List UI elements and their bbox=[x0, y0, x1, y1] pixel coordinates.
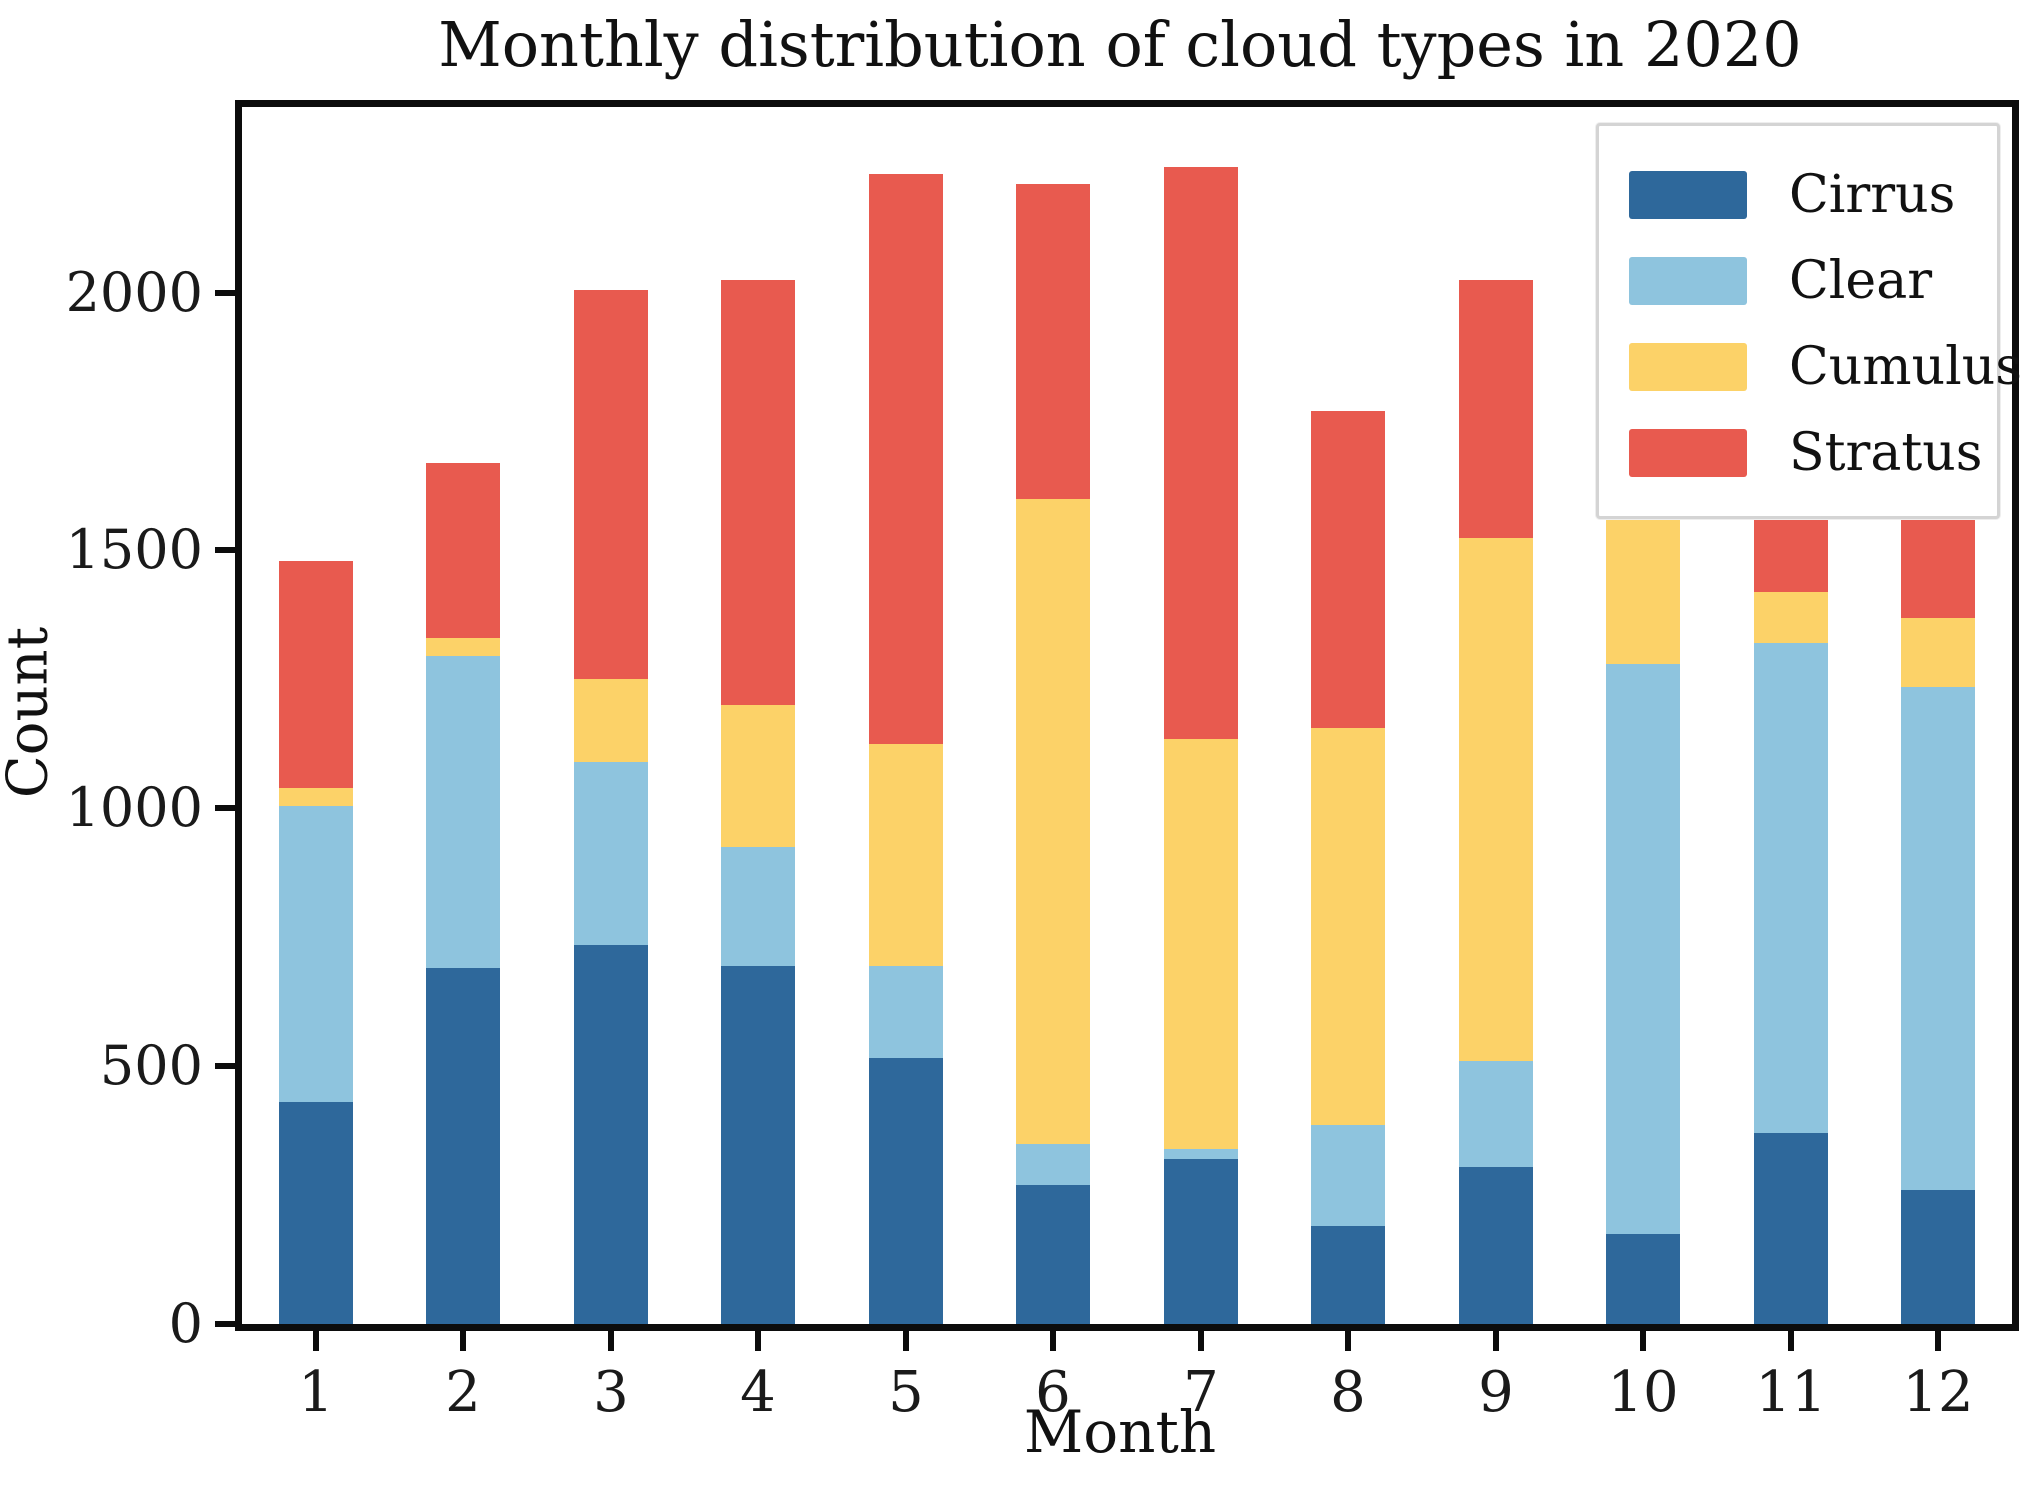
bar-m6-cumulus-segment bbox=[1016, 499, 1090, 1144]
bar-m8-cumulus-segment bbox=[1311, 728, 1385, 1125]
x-axis-label: Month bbox=[1023, 1398, 1217, 1466]
x-tick-mark-4 bbox=[755, 1331, 761, 1351]
bar-m11-cirrus-segment bbox=[1754, 1133, 1828, 1324]
bar-m5-cirrus-segment bbox=[869, 1058, 943, 1324]
x-tick-mark-8 bbox=[1345, 1331, 1351, 1351]
x-tick-mark-5 bbox=[903, 1331, 909, 1351]
bar-m3-cumulus-segment bbox=[574, 679, 648, 762]
bar-m1-cirrus-segment bbox=[279, 1102, 353, 1324]
y-tick-label-2000: 2000 bbox=[65, 261, 203, 324]
bar-m7-cirrus-segment bbox=[1164, 1159, 1238, 1324]
bar-m11-cumulus-segment bbox=[1754, 591, 1828, 643]
chart-title: Monthly distribution of cloud types in 2… bbox=[438, 8, 1802, 81]
x-tick-mark-3 bbox=[608, 1331, 614, 1351]
bar-m1-stratus-segment bbox=[279, 561, 353, 788]
plot-area: Cirrus Clear Cumulus Stratus bbox=[235, 100, 2022, 1331]
bar-m4-clear-segment bbox=[721, 847, 795, 966]
legend-label-cirrus: Cirrus bbox=[1789, 165, 1956, 225]
bar-m5-clear-segment bbox=[869, 965, 943, 1058]
bar-m7-clear-segment bbox=[1164, 1149, 1238, 1159]
bar-m4-cirrus-segment bbox=[721, 966, 795, 1324]
cumulus-swatch-icon bbox=[1629, 343, 1747, 391]
x-tick-mark-1 bbox=[313, 1331, 319, 1351]
bar-m9-cirrus-segment bbox=[1459, 1167, 1533, 1324]
y-tick-mark-1500 bbox=[215, 547, 235, 553]
x-tick-mark-10 bbox=[1640, 1331, 1646, 1351]
x-tick-mark-7 bbox=[1198, 1331, 1204, 1351]
cirrus-swatch-icon bbox=[1629, 171, 1747, 219]
bar-m8-clear-segment bbox=[1311, 1125, 1385, 1226]
x-tick-mark-9 bbox=[1493, 1331, 1499, 1351]
legend: Cirrus Clear Cumulus Stratus bbox=[1596, 123, 2022, 519]
legend-row-cumulus: Cumulus bbox=[1599, 324, 2022, 410]
bar-m2-cumulus-segment bbox=[426, 638, 500, 656]
bar-m2-stratus-segment bbox=[426, 463, 500, 638]
stratus-swatch-icon bbox=[1629, 429, 1747, 477]
y-tick-mark-2000 bbox=[215, 290, 235, 296]
bar-m1-clear-segment bbox=[279, 805, 353, 1102]
bar-m7-cumulus-segment bbox=[1164, 739, 1238, 1149]
y-tick-label-500: 500 bbox=[99, 1034, 203, 1097]
bar-m3-cirrus-segment bbox=[574, 945, 648, 1324]
x-tick-mark-12 bbox=[1935, 1331, 1941, 1351]
x-tick-mark-11 bbox=[1788, 1331, 1794, 1351]
bar-m5-cumulus-segment bbox=[869, 744, 943, 966]
x-tick-mark-2 bbox=[460, 1331, 466, 1351]
bar-m3-clear-segment bbox=[574, 762, 648, 945]
y-tick-mark-0 bbox=[215, 1321, 235, 1327]
legend-row-cirrus: Cirrus bbox=[1599, 152, 1997, 238]
bar-m11-clear-segment bbox=[1754, 643, 1828, 1133]
bar-m4-stratus-segment bbox=[721, 280, 795, 705]
bar-m9-cumulus-segment bbox=[1459, 538, 1533, 1061]
y-tick-label-0: 0 bbox=[168, 1292, 203, 1355]
bar-m2-clear-segment bbox=[426, 656, 500, 968]
bars-layer bbox=[242, 107, 2012, 1324]
bar-m6-stratus-segment bbox=[1016, 184, 1090, 499]
bar-m6-clear-segment bbox=[1016, 1144, 1090, 1185]
x-tick-mark-6 bbox=[1050, 1331, 1056, 1351]
y-tick-mark-1000 bbox=[215, 805, 235, 811]
bar-m10-cirrus-segment bbox=[1606, 1234, 1680, 1324]
bar-m12-cirrus-segment bbox=[1901, 1190, 1975, 1324]
bar-m5-stratus-segment bbox=[869, 174, 943, 744]
bar-m12-clear-segment bbox=[1901, 687, 1975, 1190]
legend-row-clear: Clear bbox=[1599, 238, 1997, 324]
bar-m7-stratus-segment bbox=[1164, 167, 1238, 739]
legend-label-cumulus: Cumulus bbox=[1789, 337, 2022, 397]
legend-label-clear: Clear bbox=[1789, 251, 1933, 311]
bar-m4-cumulus-segment bbox=[721, 705, 795, 847]
bar-m8-cirrus-segment bbox=[1311, 1226, 1385, 1324]
bar-m3-stratus-segment bbox=[574, 290, 648, 679]
bar-m6-cirrus-segment bbox=[1016, 1185, 1090, 1324]
bar-m12-stratus-segment bbox=[1901, 520, 1975, 618]
legend-row-stratus: Stratus bbox=[1599, 410, 1997, 496]
y-tick-mark-500 bbox=[215, 1063, 235, 1069]
legend-label-stratus: Stratus bbox=[1789, 423, 1983, 483]
y-axis-label: Count bbox=[0, 626, 61, 799]
bar-m10-clear-segment bbox=[1606, 664, 1680, 1234]
bar-m9-stratus-segment bbox=[1459, 280, 1533, 538]
bar-m1-cumulus-segment bbox=[279, 788, 353, 806]
bar-m12-cumulus-segment bbox=[1901, 617, 1975, 687]
bar-m8-stratus-segment bbox=[1311, 411, 1385, 728]
bar-m2-cirrus-segment bbox=[426, 968, 500, 1324]
bar-m9-clear-segment bbox=[1459, 1061, 1533, 1167]
clear-swatch-icon bbox=[1629, 257, 1747, 305]
